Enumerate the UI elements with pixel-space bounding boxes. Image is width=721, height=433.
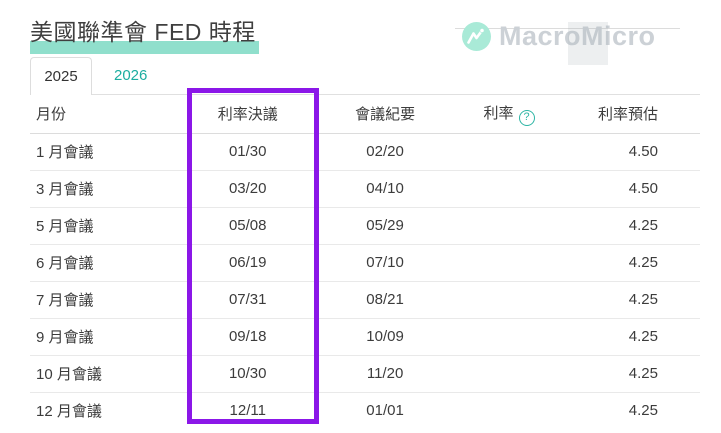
table-row: 9 月會議 09/18 10/09 4.25 [30,318,700,356]
month-cell: 6 月會議 [30,244,178,282]
minutes-cell: 11/20 [318,355,453,393]
month-cell: 1 月會議 [30,133,178,171]
minutes-cell: 01/01 [366,402,404,420]
rate-estimate-cell: 4.25 [628,402,658,420]
minutes-cell: 07/10 [318,244,453,282]
table-row: 1 月會議 01/30 02/20 4.50 [30,133,700,171]
table-row: 5 月會議 05/08 05/29 4.25 [30,207,700,245]
rate-estimate-cell: 4.50 [565,170,700,208]
col-header-month: 月份 [30,95,178,134]
minutes-cell: 05/29 [318,207,453,245]
table-row: 12 月會議 12/11 01/01 4.25 [30,392,700,429]
macromicro-logo-text: MacroMicro [499,21,656,51]
translucent-overlay-rect [568,22,608,65]
rate-decision-cell: 06/19 [177,244,319,282]
month-cell: 12 月會議 [36,403,102,421]
rate-estimate-cell: 4.25 [565,244,700,282]
rate-cell [452,170,566,208]
rate-estimate-cell: 4.25 [565,281,700,319]
rate-cell [452,133,566,171]
table-row: 6 月會議 06/19 07/10 4.25 [30,244,700,282]
tab-2025[interactable]: 2025 [30,57,92,95]
rate-cell [452,207,566,245]
rate-decision-cell: 03/20 [177,170,319,208]
minutes-cell: 10/09 [318,318,453,356]
header-divider-line [455,28,680,29]
rate-cell [452,318,566,356]
rate-decision-cell: 01/30 [177,133,319,171]
minutes-cell: 08/21 [318,281,453,319]
rate-help-icon[interactable]: ? [518,109,535,126]
month-cell: 3 月會議 [30,170,178,208]
macromicro-logo[interactable]: MacroMicro [461,21,656,52]
month-cell: 7 月會議 [30,281,178,319]
minutes-cell: 02/20 [318,133,453,171]
rate-decision-cell: 12/11 [229,402,266,420]
rate-decision-cell: 05/08 [177,207,319,245]
rate-estimate-cell: 4.25 [565,318,700,356]
rate-estimate-cell: 4.25 [565,355,700,393]
fed-schedule-table: 月份 利率決議 會議紀要 利率? 利率預估 1 月會議 01/30 02/20 … [30,95,700,429]
month-cell: 10 月會議 [30,355,178,393]
rate-cell [452,281,566,319]
macromicro-logo-icon [461,21,492,52]
tab-2026[interactable]: 2026 [114,67,148,84]
table-row: 7 月會議 07/31 08/21 4.25 [30,281,700,319]
col-header-rate-label: 利率 [483,105,514,122]
page-title: 美國聯準會 FED 時程 [30,13,259,54]
minutes-cell: 04/10 [318,170,453,208]
rate-cell [452,392,566,429]
month-cell: 9 月會議 [30,318,178,356]
col-header-minutes: 會議紀要 [318,95,453,134]
table-row: 3 月會議 03/20 04/10 4.50 [30,170,700,208]
col-header-rate: 利率? [452,95,566,134]
table-row: 10 月會議 10/30 11/20 4.25 [30,355,700,393]
month-cell: 5 月會議 [30,207,178,245]
col-header-rate-decision: 利率決議 [177,95,319,134]
rate-cell [452,244,566,282]
col-header-rate-estimate: 利率預估 [565,95,700,134]
rate-estimate-cell: 4.50 [565,133,700,171]
rate-decision-cell: 10/30 [177,355,319,393]
year-tabs: 2025 2026 [30,57,700,95]
table-body: 1 月會議 01/30 02/20 4.50 3 月會議 03/20 04/10… [30,133,700,429]
rate-decision-cell: 07/31 [177,281,319,319]
table-header-row: 月份 利率決議 會議紀要 利率? 利率預估 [30,95,700,134]
rate-estimate-cell: 4.25 [565,207,700,245]
rate-decision-cell: 09/18 [177,318,319,356]
rate-cell [452,355,566,393]
